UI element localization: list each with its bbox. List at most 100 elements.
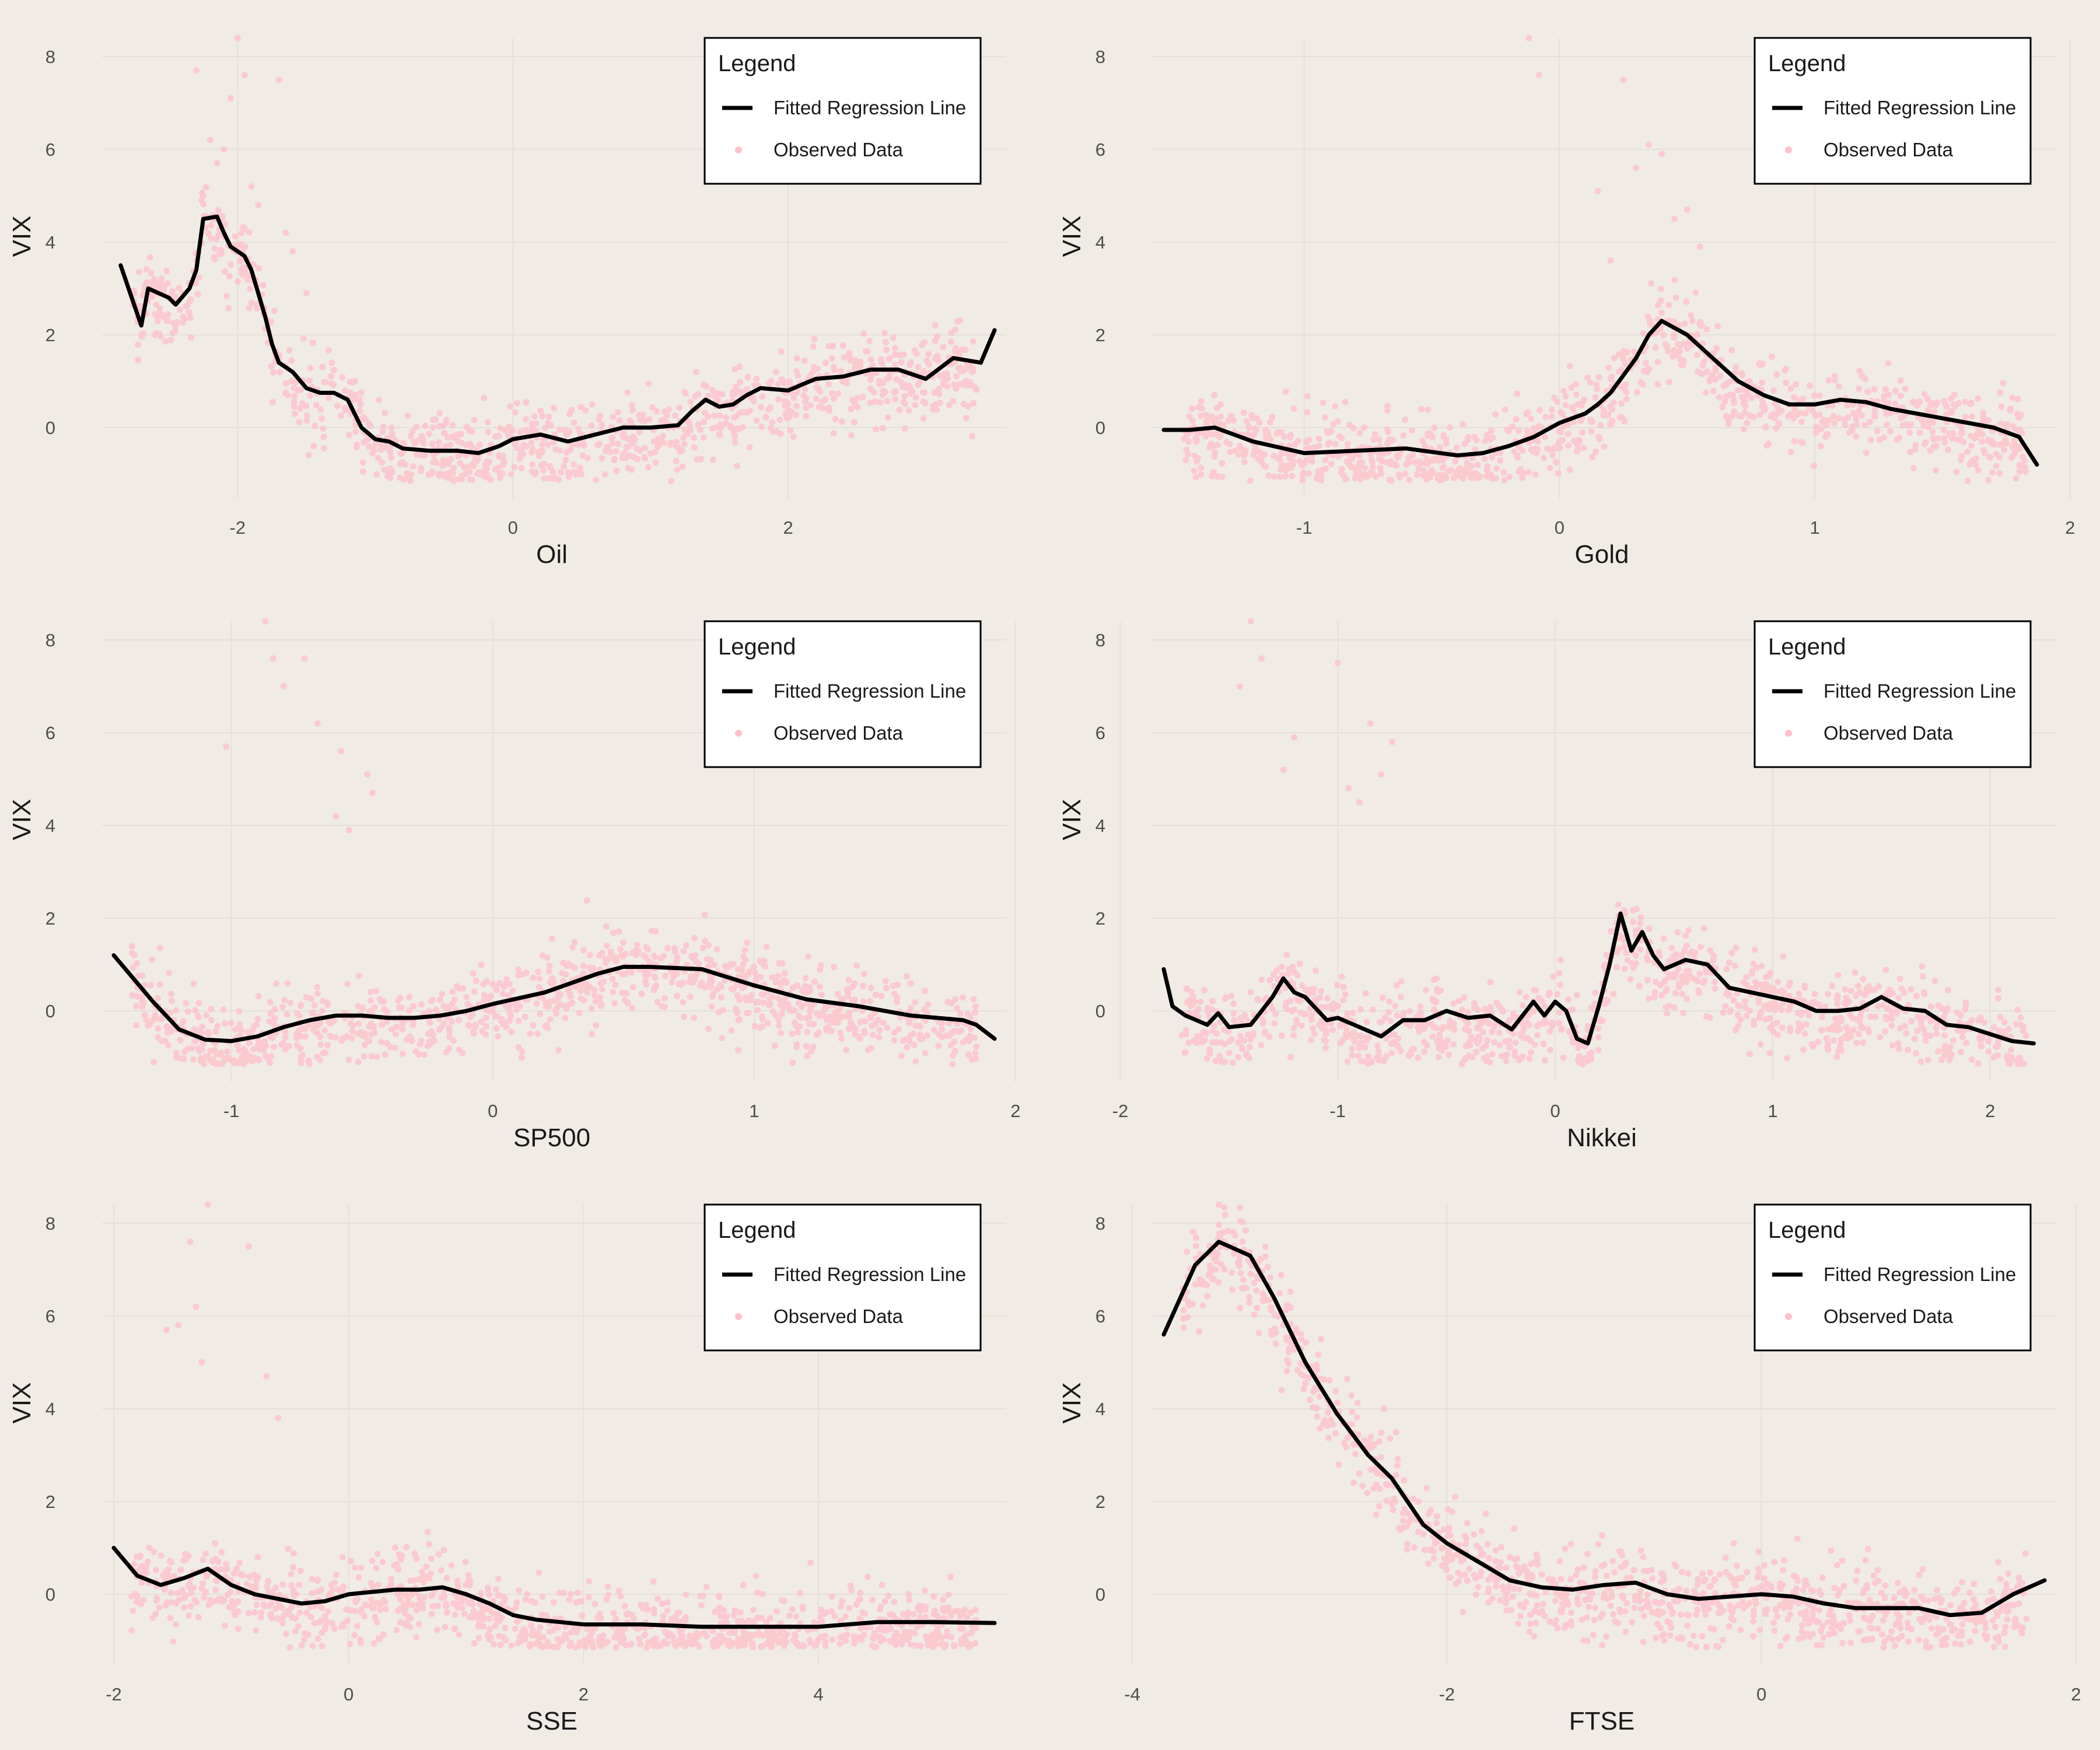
data-point bbox=[349, 1028, 356, 1035]
data-point bbox=[474, 456, 481, 463]
data-point bbox=[821, 1006, 828, 1013]
data-point bbox=[810, 343, 817, 350]
data-point bbox=[589, 1031, 596, 1038]
data-point bbox=[636, 447, 643, 454]
data-point bbox=[410, 463, 416, 470]
data-point bbox=[1737, 1016, 1744, 1023]
data-point bbox=[2005, 1026, 2012, 1032]
data-point bbox=[1713, 345, 1720, 352]
data-point bbox=[442, 473, 449, 480]
data-point bbox=[547, 463, 554, 470]
data-point bbox=[813, 396, 820, 402]
data-point bbox=[208, 222, 215, 229]
data-point bbox=[607, 950, 614, 957]
data-point bbox=[418, 464, 425, 471]
data-point bbox=[562, 1623, 569, 1630]
data-point bbox=[290, 384, 298, 391]
data-point bbox=[412, 1048, 419, 1055]
data-point bbox=[832, 1009, 839, 1016]
data-point bbox=[155, 1034, 162, 1041]
y-tick-label: 2 bbox=[46, 908, 55, 929]
data-point bbox=[1400, 432, 1407, 439]
data-point bbox=[793, 368, 800, 375]
data-point bbox=[972, 1003, 979, 1010]
data-point bbox=[1615, 901, 1622, 908]
data-point bbox=[467, 476, 474, 483]
data-point bbox=[503, 976, 510, 983]
data-point bbox=[838, 1035, 845, 1042]
data-point bbox=[1962, 1002, 1969, 1009]
data-point bbox=[674, 466, 681, 473]
data-point bbox=[742, 957, 749, 964]
data-point bbox=[744, 1010, 750, 1017]
data-point bbox=[2008, 1046, 2014, 1054]
data-point bbox=[646, 958, 653, 965]
data-point bbox=[610, 414, 617, 421]
data-point bbox=[547, 1016, 554, 1023]
data-point bbox=[626, 417, 634, 424]
data-point bbox=[878, 359, 885, 366]
data-point bbox=[141, 1012, 148, 1019]
data-point bbox=[1414, 471, 1420, 478]
data-point bbox=[758, 991, 765, 998]
data-point bbox=[660, 432, 666, 439]
data-point bbox=[727, 422, 734, 429]
data-point bbox=[1585, 1023, 1591, 1030]
data-point bbox=[636, 412, 643, 419]
data-point bbox=[200, 1580, 206, 1587]
data-point bbox=[1818, 426, 1824, 433]
data-point bbox=[838, 368, 845, 374]
data-point bbox=[1998, 403, 2005, 410]
data-point bbox=[1836, 1026, 1843, 1032]
data-point bbox=[1318, 471, 1325, 478]
data-point-outlier bbox=[1258, 655, 1265, 662]
data-point bbox=[355, 1003, 362, 1010]
data-point bbox=[700, 382, 707, 388]
data-point bbox=[1461, 1026, 1468, 1033]
data-point bbox=[156, 1604, 163, 1611]
data-point bbox=[1352, 1038, 1359, 1045]
data-point bbox=[1672, 951, 1679, 958]
data-point bbox=[1902, 386, 1909, 392]
data-point bbox=[645, 946, 651, 953]
data-point bbox=[1819, 1013, 1826, 1020]
data-point bbox=[1206, 1051, 1213, 1057]
data-point bbox=[838, 1014, 845, 1021]
data-point bbox=[1738, 394, 1745, 401]
data-point bbox=[750, 963, 757, 970]
data-point bbox=[383, 1040, 390, 1046]
data-point bbox=[1742, 1004, 1749, 1011]
data-point bbox=[699, 944, 706, 951]
data-point bbox=[892, 396, 899, 402]
data-point bbox=[1968, 442, 1975, 449]
data-point bbox=[139, 993, 146, 1000]
data-point bbox=[1646, 995, 1653, 1002]
data-point bbox=[1644, 977, 1651, 984]
data-point bbox=[1298, 462, 1306, 469]
data-point bbox=[473, 977, 480, 984]
data-point bbox=[1344, 1010, 1350, 1017]
data-point bbox=[1365, 1053, 1372, 1060]
data-point bbox=[317, 1019, 324, 1026]
data-point bbox=[198, 1585, 205, 1592]
data-point bbox=[588, 422, 595, 429]
data-point bbox=[1423, 1042, 1430, 1049]
data-point bbox=[802, 975, 809, 982]
data-point bbox=[1933, 1024, 1940, 1031]
data-point bbox=[410, 1003, 417, 1010]
data-point bbox=[1662, 977, 1669, 984]
data-point bbox=[436, 996, 443, 1003]
data-point bbox=[636, 429, 643, 436]
data-point bbox=[1315, 1021, 1322, 1028]
data-point bbox=[1787, 1028, 1794, 1035]
data-point bbox=[1784, 1055, 1791, 1062]
data-point bbox=[550, 978, 557, 985]
data-point bbox=[1379, 994, 1386, 1001]
data-point bbox=[1607, 376, 1614, 382]
data-point bbox=[790, 433, 797, 440]
data-point bbox=[744, 386, 750, 393]
data-point bbox=[970, 400, 977, 407]
data-point bbox=[2011, 438, 2018, 444]
data-point bbox=[1556, 428, 1563, 435]
